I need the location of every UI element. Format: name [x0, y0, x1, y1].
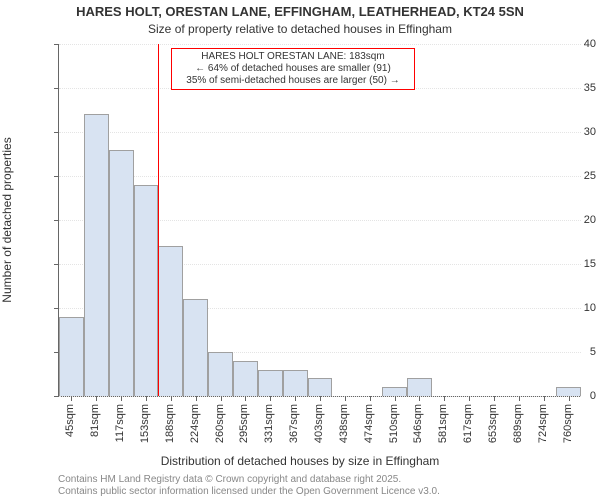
y-tick-label: 15 [544, 258, 596, 270]
footer-line-2: Contains public sector information licen… [58, 486, 440, 498]
y-tick-label: 10 [544, 302, 596, 314]
y-tick-mark [54, 220, 59, 221]
x-tick-label: 45sqm [64, 404, 76, 437]
annotation-line-3: 35% of semi-detached houses are larger (… [176, 75, 410, 87]
x-tick-label: 81sqm [89, 404, 101, 437]
y-tick-label: 40 [544, 38, 596, 50]
x-tick-mark [494, 396, 495, 401]
x-tick-mark [395, 396, 396, 401]
x-tick-mark [419, 396, 420, 401]
histogram-bar [233, 361, 258, 396]
annotation-box: HARES HOLT ORESTAN LANE: 183sqm ← 64% of… [171, 48, 415, 90]
annotation-line-2: ← 64% of detached houses are smaller (91… [176, 63, 410, 75]
y-axis-label: Number of detached properties [0, 137, 14, 302]
x-tick-mark [146, 396, 147, 401]
y-tick-label: 35 [544, 82, 596, 94]
x-tick-label: 295sqm [238, 404, 250, 443]
histogram-chart: HARES HOLT, ORESTAN LANE, EFFINGHAM, LEA… [0, 0, 600, 500]
x-tick-mark [320, 396, 321, 401]
x-tick-mark [270, 396, 271, 401]
histogram-bar [208, 352, 233, 396]
x-tick-mark [96, 396, 97, 401]
x-tick-mark [519, 396, 520, 401]
y-tick-mark [54, 176, 59, 177]
x-tick-mark [295, 396, 296, 401]
x-axis-label: Distribution of detached houses by size … [0, 454, 600, 468]
x-tick-label: 260sqm [214, 404, 226, 443]
x-tick-mark [71, 396, 72, 401]
histogram-bar [308, 378, 333, 396]
x-tick-label: 617sqm [462, 404, 474, 443]
y-tick-label: 5 [544, 346, 596, 358]
x-tick-label: 653sqm [487, 404, 499, 443]
x-tick-label: 510sqm [388, 404, 400, 443]
histogram-bar [109, 150, 134, 396]
histogram-bar [84, 114, 109, 396]
x-tick-label: 403sqm [313, 404, 325, 443]
footer-line-1: Contains HM Land Registry data © Crown c… [58, 474, 440, 486]
y-tick-label: 25 [544, 170, 596, 182]
x-tick-mark [121, 396, 122, 401]
histogram-bar [283, 370, 308, 396]
x-tick-label: 689sqm [512, 404, 524, 443]
annotation-line-1: HARES HOLT ORESTAN LANE: 183sqm [176, 51, 410, 63]
histogram-bar [258, 370, 283, 396]
marker-line [158, 44, 159, 396]
histogram-bar [183, 299, 208, 396]
x-tick-label: 367sqm [288, 404, 300, 443]
x-tick-label: 188sqm [164, 404, 176, 443]
x-tick-label: 224sqm [189, 404, 201, 443]
y-tick-mark [54, 44, 59, 45]
x-tick-label: 760sqm [562, 404, 574, 443]
x-tick-mark [370, 396, 371, 401]
chart-subtitle: Size of property relative to detached ho… [0, 22, 600, 36]
x-tick-mark [444, 396, 445, 401]
chart-title: HARES HOLT, ORESTAN LANE, EFFINGHAM, LEA… [0, 4, 600, 19]
x-tick-mark [469, 396, 470, 401]
y-tick-mark [54, 308, 59, 309]
x-tick-mark [196, 396, 197, 401]
histogram-bar [407, 378, 432, 396]
histogram-bar [134, 185, 159, 396]
histogram-bar [158, 246, 183, 396]
y-tick-mark [54, 88, 59, 89]
y-tick-label: 30 [544, 126, 596, 138]
x-tick-label: 438sqm [338, 404, 350, 443]
x-tick-label: 546sqm [412, 404, 424, 443]
x-tick-mark [345, 396, 346, 401]
x-tick-label: 153sqm [139, 404, 151, 443]
histogram-bar [382, 387, 407, 396]
plot-area: HARES HOLT ORESTAN LANE: 183sqm ← 64% of… [58, 44, 581, 397]
x-tick-label: 581sqm [437, 404, 449, 443]
x-tick-label: 724sqm [537, 404, 549, 443]
grid-line [59, 44, 581, 45]
y-tick-label: 20 [544, 214, 596, 226]
footer-attribution: Contains HM Land Registry data © Crown c… [58, 474, 440, 498]
x-tick-label: 474sqm [363, 404, 375, 443]
x-tick-mark [221, 396, 222, 401]
y-tick-mark [54, 264, 59, 265]
x-tick-label: 117sqm [114, 404, 126, 442]
y-tick-mark [54, 396, 59, 397]
x-tick-label: 331sqm [263, 404, 275, 443]
x-tick-mark [171, 396, 172, 401]
y-tick-mark [54, 132, 59, 133]
grid-line [59, 132, 581, 133]
x-tick-mark [245, 396, 246, 401]
histogram-bar [59, 317, 84, 396]
y-tick-label: 0 [544, 390, 596, 402]
grid-line [59, 176, 581, 177]
